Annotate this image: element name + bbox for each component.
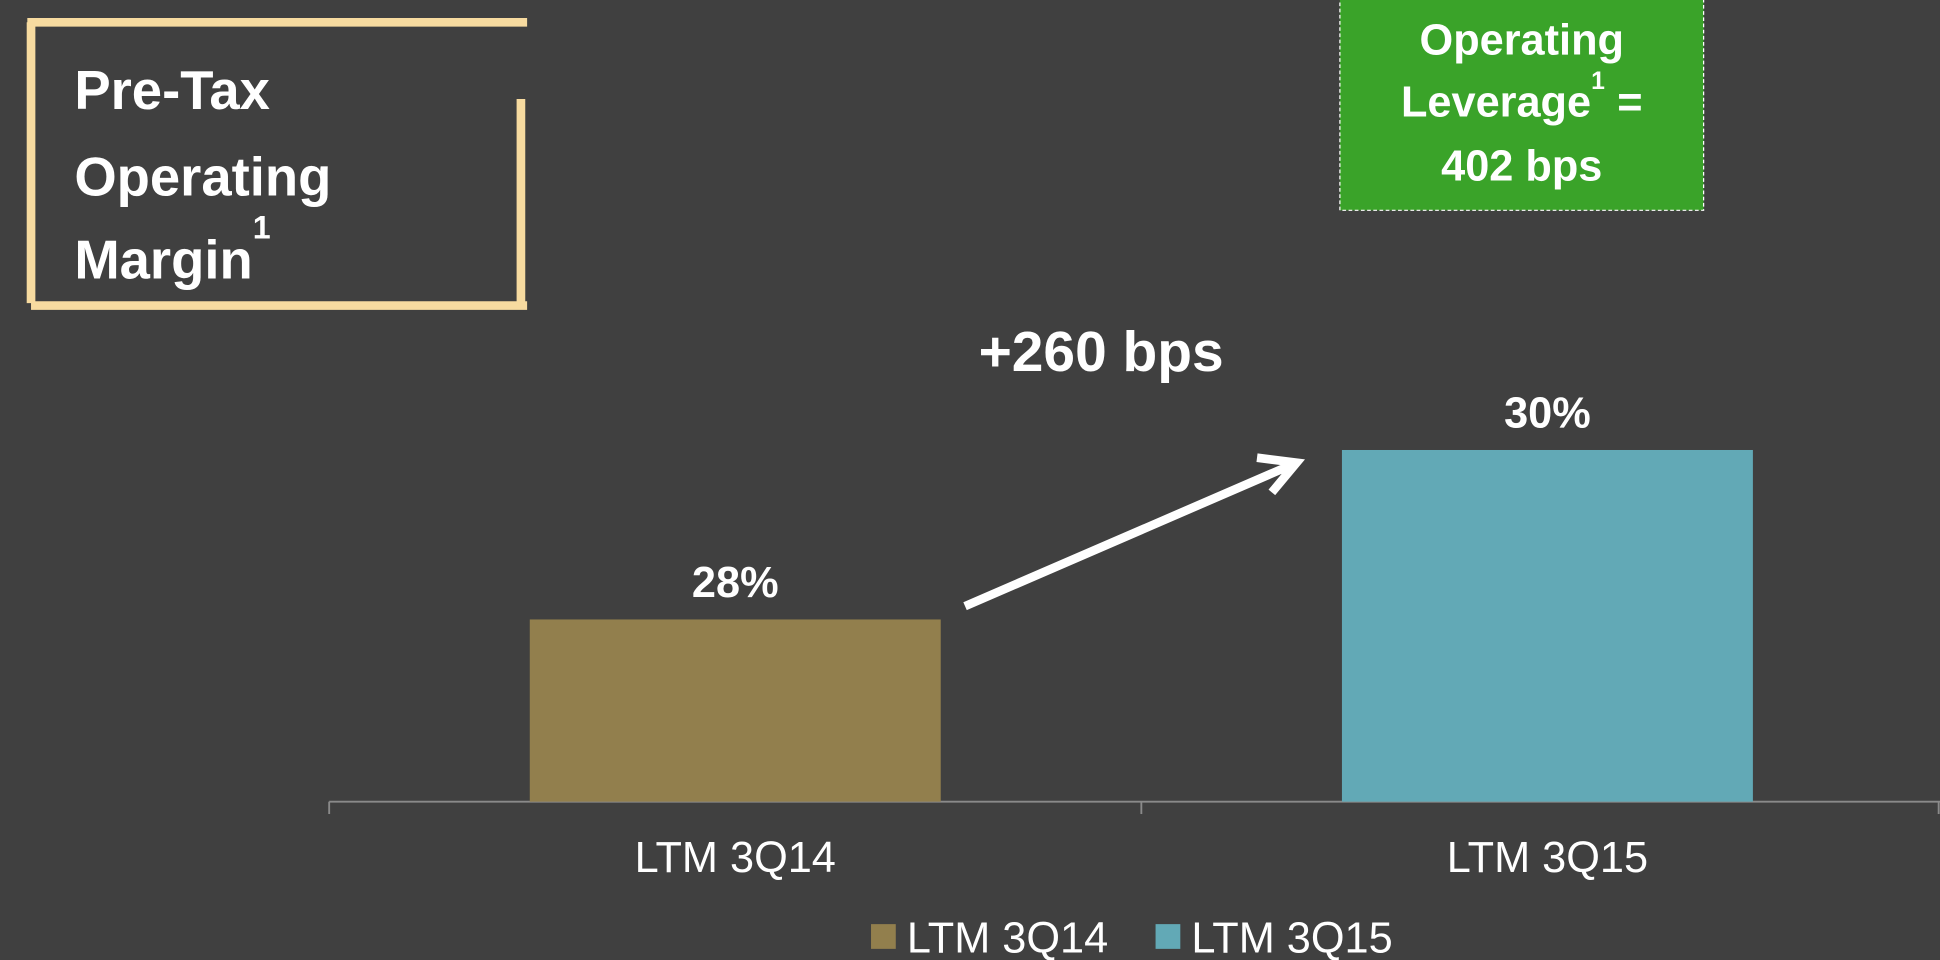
- bar: [529, 619, 941, 802]
- footnote-mark: 1: [1591, 68, 1605, 95]
- title-line: Pre-Tax: [74, 60, 270, 121]
- bar: [1341, 449, 1753, 802]
- title-line: Margin: [74, 229, 252, 290]
- legend-swatch: [1155, 924, 1181, 949]
- callout-line: 402 bps: [1441, 143, 1602, 191]
- value-label: 30%: [1504, 390, 1591, 438]
- callout-line: Leverage: [1401, 78, 1591, 126]
- x-tick-label: LTM 3Q14: [635, 834, 836, 882]
- legend-swatch: [871, 924, 896, 949]
- legend-label: LTM 3Q15: [1191, 915, 1392, 960]
- value-label: 28%: [692, 559, 779, 607]
- title-line: Operating: [74, 146, 331, 207]
- callout-box: [1339, 0, 1705, 211]
- callout-line: Operating: [1420, 16, 1624, 64]
- annotation: +260 bps: [979, 320, 1224, 384]
- arrow: [963, 453, 1305, 611]
- title-line: Margin1: [74, 210, 270, 291]
- callout-line: =: [1617, 78, 1642, 126]
- x-tick-label: LTM 3Q15: [1447, 834, 1648, 882]
- footnote-mark: 1: [253, 210, 271, 246]
- title-frame: [26, 17, 528, 310]
- callout-line: Leverage1 =: [1401, 68, 1642, 126]
- legend-label: LTM 3Q14: [907, 915, 1108, 960]
